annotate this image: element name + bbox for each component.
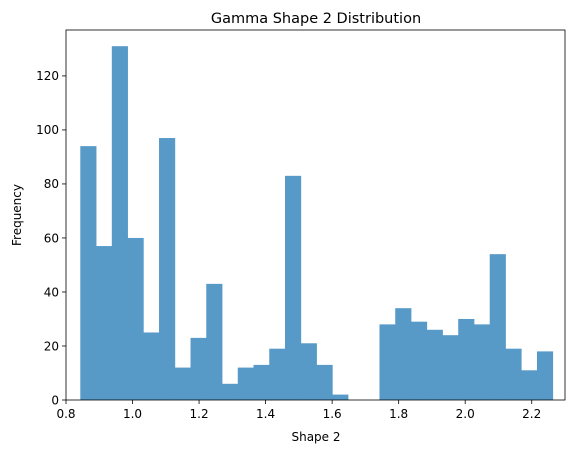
x-tick-label: 1.6 <box>323 407 342 421</box>
x-tick-label: 0.8 <box>56 407 75 421</box>
bars-layer <box>80 46 554 400</box>
chart-title: Gamma Shape 2 Distribution <box>211 11 421 27</box>
histogram-bar <box>442 335 459 400</box>
histogram-bar <box>505 348 522 400</box>
x-tick-label: 1.4 <box>256 407 275 421</box>
histogram-bar <box>174 367 191 400</box>
y-axis-label: Frequency <box>10 184 24 246</box>
y-tick-label: 120 <box>36 69 59 83</box>
y-axis: 0 20 40 60 80 100 120 <box>36 69 66 407</box>
histogram-bar <box>96 246 113 400</box>
histogram-bar <box>426 329 443 400</box>
x-tick-label: 1.8 <box>389 407 408 421</box>
y-tick-label: 20 <box>44 339 59 353</box>
x-tick-label: 2.0 <box>456 407 475 421</box>
histogram-bar <box>237 367 254 400</box>
histogram-bar <box>332 394 349 400</box>
plot-frame <box>65 29 566 401</box>
x-tick-label: 2.2 <box>522 407 541 421</box>
histogram-bar <box>127 237 144 400</box>
histogram-bar <box>143 332 160 400</box>
histogram-bar <box>473 324 491 400</box>
y-tick-label: 0 <box>51 393 59 407</box>
histogram-bar <box>285 175 302 400</box>
histogram-bar <box>206 283 223 400</box>
histogram-bar <box>190 337 207 400</box>
histogram-bar <box>300 343 317 400</box>
histogram-bar <box>269 348 286 400</box>
x-tick-label: 1.0 <box>123 407 142 421</box>
histogram-bar <box>253 364 270 400</box>
y-tick-label: 40 <box>44 285 59 299</box>
histogram-bar <box>80 146 97 400</box>
x-axis-label: Shape 2 <box>291 430 340 444</box>
y-tick-label: 80 <box>44 177 59 191</box>
histogram-bar <box>379 324 396 400</box>
y-tick-label: 100 <box>36 123 59 137</box>
y-tick-label: 60 <box>44 231 59 245</box>
histogram-bar <box>489 254 506 400</box>
histogram-bar <box>521 370 538 400</box>
histogram-bar <box>159 138 176 400</box>
histogram-bar <box>316 364 333 400</box>
histogram-bar <box>458 318 475 400</box>
histogram-bar <box>222 383 239 400</box>
x-tick-label: 1.2 <box>190 407 209 421</box>
x-axis: 0.8 1.0 1.2 1.4 1.6 1.8 2.0 2.2 <box>56 400 541 421</box>
histogram-bar <box>410 321 428 400</box>
histogram-bar <box>111 46 128 400</box>
histogram-bar <box>395 308 412 400</box>
histogram-bar <box>536 351 554 400</box>
